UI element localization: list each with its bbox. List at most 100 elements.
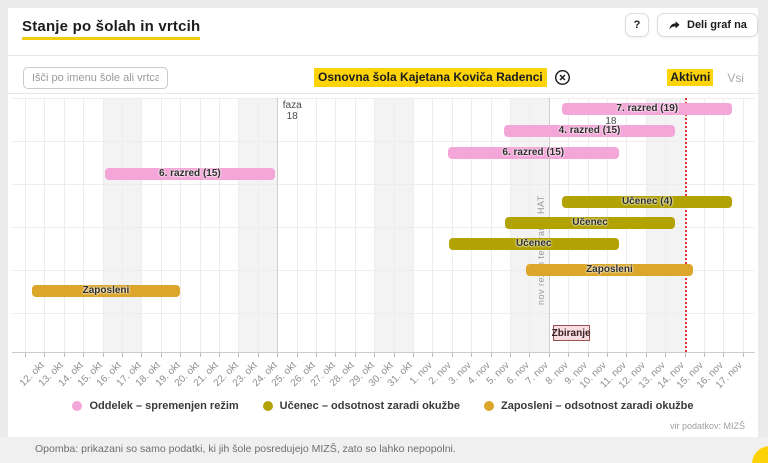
gantt-bar-ucenec[interactable]: Učenec xyxy=(505,217,675,229)
gridline-vertical xyxy=(83,98,85,352)
gridline-vertical xyxy=(63,98,65,352)
gantt-bar-zaposleni[interactable]: Zaposleni xyxy=(525,264,694,276)
gridline-horizontal xyxy=(12,184,755,185)
gridline-vertical xyxy=(393,98,395,352)
gantt-bar-label: Zaposleni xyxy=(82,285,130,296)
gantt-bar-ucenec[interactable]: Učenec xyxy=(448,238,619,250)
axis-tick xyxy=(742,353,744,357)
legend-dot xyxy=(72,401,83,411)
axis-tick xyxy=(354,353,356,357)
axis-tick xyxy=(568,353,570,357)
search-input[interactable] xyxy=(23,67,168,89)
axis-tick xyxy=(413,353,414,357)
gantt-bar-oddelek[interactable]: 6. razred (15) xyxy=(104,168,276,180)
axis-tick xyxy=(296,353,298,357)
x-axis: 12. okt 13. okt 14. okt 15. okt 16. okt 17. o… xyxy=(12,352,755,402)
gantt-bar-zaposleni[interactable]: Zaposleni xyxy=(31,285,181,297)
axis-tick xyxy=(587,353,589,357)
axis-tick xyxy=(219,353,220,357)
gantt-bar-label: Učenec (4) xyxy=(621,196,673,207)
gridline-vertical xyxy=(451,98,453,352)
axis-tick xyxy=(83,353,85,357)
gridline-vertical xyxy=(704,98,705,352)
share-button-label: Deli graf na xyxy=(687,19,747,31)
axis-tick xyxy=(704,353,705,357)
filter-divider xyxy=(8,93,758,94)
weekend-band xyxy=(374,98,413,352)
status-toggle: Aktivni Vsi xyxy=(667,69,744,86)
gridline-vertical xyxy=(335,98,337,352)
gridline-horizontal xyxy=(12,98,755,99)
gantt-bar-label: Učenec xyxy=(515,238,552,249)
axis-tick xyxy=(277,353,279,357)
gridline-vertical xyxy=(180,98,182,352)
footer-band: Opomba: prikazani so samo podatki, ki ji… xyxy=(0,437,768,463)
header-divider xyxy=(8,55,758,56)
axis-tick xyxy=(335,353,337,357)
selected-school-label: Osnovna šola Kajetana Koviča Radenci xyxy=(314,68,547,87)
legend-item-oddelek[interactable]: Oddelek – spremenjen režim xyxy=(72,400,239,412)
weekend-band xyxy=(238,98,278,352)
axis-tick xyxy=(548,353,550,357)
share-arrow-icon xyxy=(668,19,681,32)
zbiranje-annotation: Zbiranje xyxy=(552,325,591,341)
gridline-vertical xyxy=(199,98,201,352)
weekend-band xyxy=(102,98,142,352)
gridline-vertical xyxy=(490,98,492,352)
gridline-vertical xyxy=(413,98,414,352)
plot-area: faza 18 18 nov režim testiranja HAT Zbiranje… xyxy=(12,95,755,352)
axis-tick xyxy=(63,353,65,357)
gridline-vertical xyxy=(723,98,725,352)
gridline-vertical xyxy=(219,98,220,352)
data-source: vir podatkov: MIZŠ xyxy=(669,421,745,431)
page-title: Stanje po šolah in vrtcih xyxy=(22,18,201,40)
legend-item-ucenec[interactable]: Učenec – odsotnost zaradi okužbe xyxy=(262,400,460,412)
axis-tick xyxy=(374,353,376,357)
axis-tick xyxy=(25,353,26,357)
gridline-horizontal xyxy=(12,313,755,314)
gridline-vertical xyxy=(141,98,143,352)
toggle-active[interactable]: Aktivni xyxy=(667,69,714,86)
share-button[interactable]: Deli graf na xyxy=(657,13,758,37)
help-button-label: ? xyxy=(633,19,641,31)
chart-card: Stanje po šolah in vrtcih ? Deli graf na… xyxy=(0,8,768,463)
legend-item-zaposleni[interactable]: Zaposleni – odsotnost zaradi okužbe xyxy=(483,400,694,412)
legend-dot xyxy=(483,401,494,411)
axis-tick xyxy=(607,353,608,357)
gantt-bar-label: 6. razred (15) xyxy=(159,168,221,179)
gridline-horizontal xyxy=(12,270,755,271)
today-line xyxy=(684,98,687,352)
axis-tick xyxy=(490,353,492,357)
legend-label: Učenec – odsotnost zaradi okužbe xyxy=(279,400,460,412)
gantt-bar-ucenec[interactable]: Učenec (4) xyxy=(562,196,733,208)
gantt-bar-oddelek[interactable]: 6. razred (15) xyxy=(447,147,619,159)
phase-label: 18 xyxy=(605,116,617,127)
axis-tick xyxy=(510,353,511,357)
gridline-vertical xyxy=(25,98,26,352)
remove-school-icon[interactable] xyxy=(554,69,571,86)
gridline-vertical xyxy=(471,98,473,352)
axis-tick xyxy=(393,353,395,357)
axis-tick xyxy=(645,353,647,357)
gantt-bar-oddelek[interactable]: 4. razred (15) xyxy=(504,125,675,137)
gantt-bar-label: Zaposleni xyxy=(586,264,633,275)
gantt-bar-oddelek[interactable]: 7. razred (19) xyxy=(562,103,733,115)
axis-tick xyxy=(102,353,104,357)
axis-tick xyxy=(316,353,317,357)
gridline-vertical xyxy=(102,98,104,352)
axis-tick xyxy=(238,353,240,357)
gantt-bar-label: 7. razred (19) xyxy=(616,103,679,114)
gridline-vertical xyxy=(354,98,356,352)
axis-tick xyxy=(160,353,162,357)
gridline-horizontal xyxy=(12,141,755,142)
axis-tick xyxy=(723,353,725,357)
gridline-vertical xyxy=(122,98,123,352)
toggle-all[interactable]: Vsi xyxy=(727,70,744,85)
help-button[interactable]: ? xyxy=(625,13,649,37)
gridline-vertical xyxy=(742,98,744,352)
axis-tick xyxy=(257,353,259,357)
footer-note: Opomba: prikazani so samo podatki, ki ji… xyxy=(35,443,456,455)
selected-school-chip[interactable]: Osnovna šola Kajetana Koviča Radenci xyxy=(314,68,571,87)
legend-dot xyxy=(262,401,273,411)
axis-tick xyxy=(122,353,123,357)
